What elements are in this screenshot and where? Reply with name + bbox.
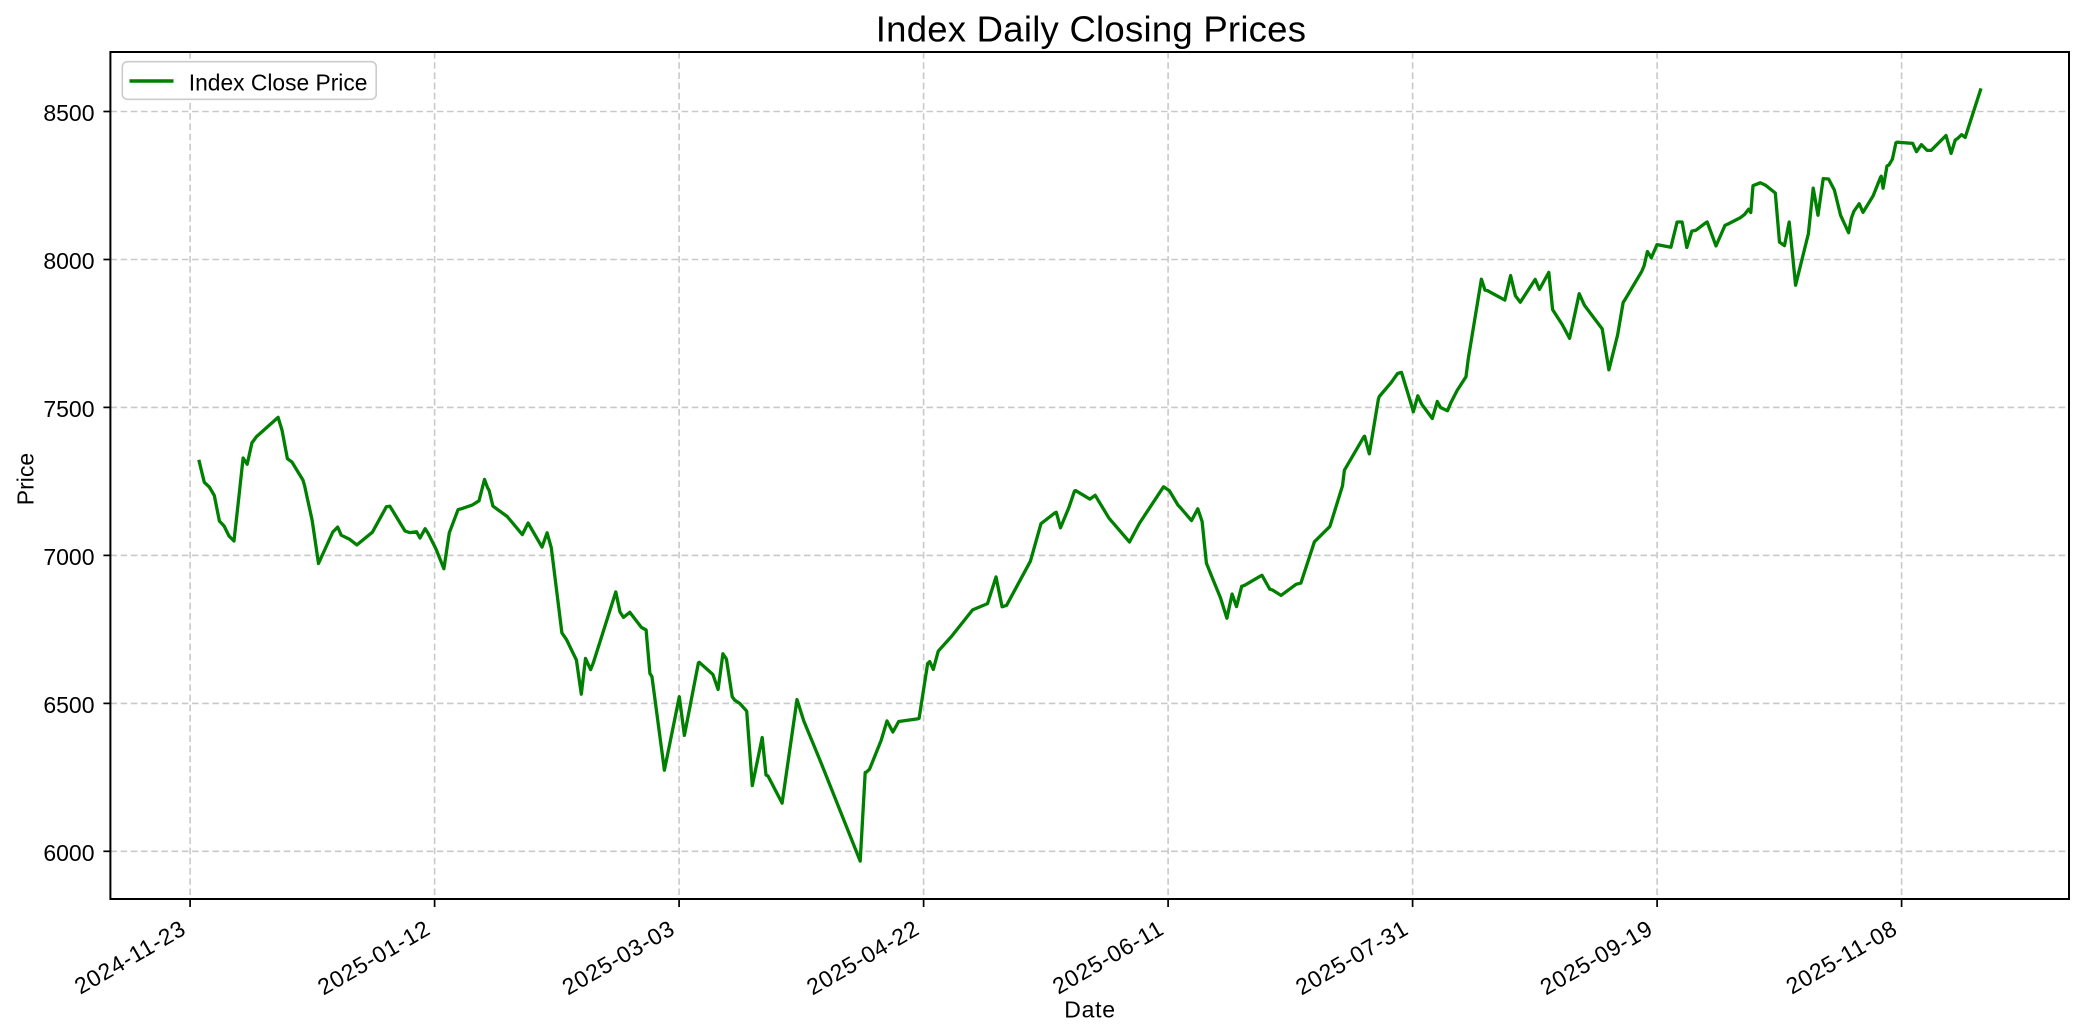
svg-text:6500: 6500 (43, 692, 94, 718)
svg-text:8000: 8000 (43, 248, 94, 274)
svg-text:Index Close Price: Index Close Price (189, 69, 368, 95)
svg-text:Price: Price (13, 453, 39, 505)
svg-text:8500: 8500 (43, 100, 94, 126)
svg-text:Date: Date (1064, 997, 1115, 1023)
svg-text:7000: 7000 (43, 544, 94, 570)
svg-text:7500: 7500 (43, 396, 94, 422)
svg-text:Index Daily Closing Prices: Index Daily Closing Prices (876, 9, 1306, 50)
svg-text:6000: 6000 (43, 840, 94, 866)
